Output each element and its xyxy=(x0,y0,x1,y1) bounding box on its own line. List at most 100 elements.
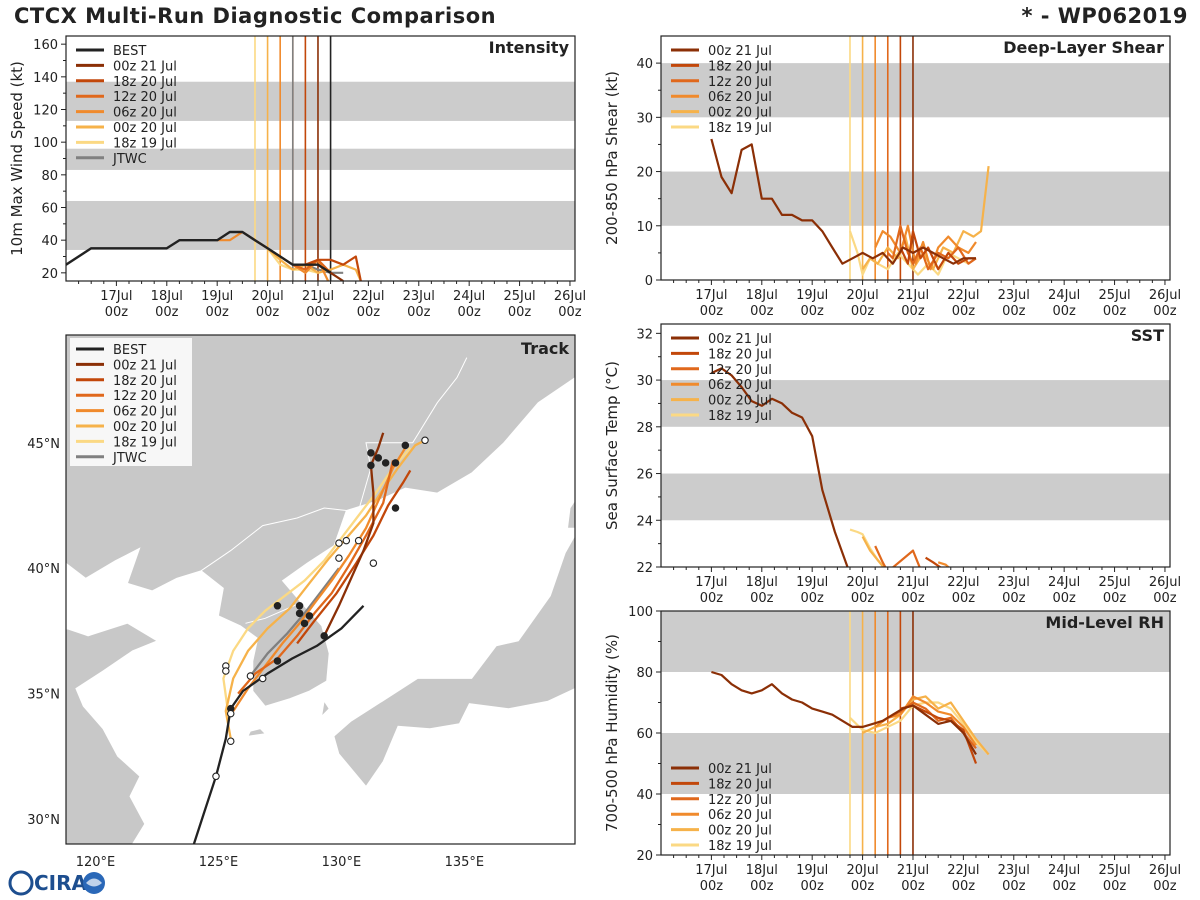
rh-legend-label: 00z 20 Jul xyxy=(708,824,772,839)
track-xtick-label: 125°E xyxy=(199,855,239,870)
track-border-0 xyxy=(200,507,347,572)
rh-xtick-sub: 00z xyxy=(1153,879,1177,894)
sst-xtick-label: 20Jul xyxy=(846,575,878,590)
rh-xtick-label: 23Jul xyxy=(998,863,1030,878)
intensity-xtick-sub: 00z xyxy=(105,305,129,320)
rh-legend-label: 18z 19 Jul xyxy=(708,839,772,854)
intensity-xtick-label: 25Jul xyxy=(503,289,535,304)
rh-series-00z-20-jul xyxy=(862,695,990,756)
intensity-series-best xyxy=(66,230,332,274)
track-marker-00z-20-jul xyxy=(421,436,429,445)
intensity-legend-label: 00z 20 Jul xyxy=(113,121,177,136)
rh-xtick-sub: 00z xyxy=(851,879,875,894)
track-marker-18z-19-jul xyxy=(367,449,375,457)
track-marker-12z-20-jul xyxy=(273,657,282,665)
shear-band-0 xyxy=(661,171,1170,226)
intensity-xtick-sub: 00z xyxy=(407,305,431,320)
intensity-title: Intensity xyxy=(489,38,570,57)
shear-xtick-sub: 00z xyxy=(952,304,976,319)
intensity-ytick-label: 60 xyxy=(41,202,58,217)
rh-xtick-sub: 00z xyxy=(700,879,724,894)
shear-legend-label: 12z 20 Jul xyxy=(708,75,772,90)
rh-panel: 2040608010017Jul00z18Jul00z19Jul00z20Jul… xyxy=(603,605,1181,894)
shear-ytick-label: 40 xyxy=(636,57,653,72)
shear-series-18z-20-jul xyxy=(899,230,976,271)
sst-xtick-label: 19Jul xyxy=(796,575,828,590)
sst-xtick-sub: 00z xyxy=(901,591,925,606)
sst-xtick-label: 25Jul xyxy=(1098,575,1130,590)
rh-band-1 xyxy=(661,611,1170,672)
rh-legend-label: 00z 21 Jul xyxy=(708,762,772,777)
sst-legend-label: 18z 19 Jul xyxy=(708,409,772,424)
intensity-xtick-sub: 00z xyxy=(155,305,179,320)
rh-xtick-label: 17Jul xyxy=(695,863,727,878)
sst-series-12z-20-jul xyxy=(874,545,921,567)
sst-xtick-sub: 00z xyxy=(1103,591,1127,606)
intensity-ytick-label: 120 xyxy=(33,104,58,119)
sst-legend-label: 00z 21 Jul xyxy=(708,332,772,347)
track-ytick-label: 40°N xyxy=(27,562,60,577)
rh-legend-label: 06z 20 Jul xyxy=(708,808,772,823)
sst-ytick-label: 28 xyxy=(636,421,653,436)
intensity-ytick-label: 140 xyxy=(33,71,58,86)
rh-band-0 xyxy=(661,733,1170,794)
intensity-xtick-sub: 00z xyxy=(508,305,532,320)
sst-legend-label: 06z 20 Jul xyxy=(708,378,772,393)
track-ytick-label: 45°N xyxy=(27,437,60,452)
track-legend-bg xyxy=(70,338,192,466)
sst-xtick-label: 23Jul xyxy=(998,575,1030,590)
rh-xtick-label: 20Jul xyxy=(846,863,878,878)
track-frame xyxy=(65,334,576,845)
rh-xtick-sub: 00z xyxy=(1103,879,1127,894)
sst-band-1 xyxy=(661,380,1170,427)
track-marker-18z-19-jul xyxy=(342,536,351,545)
track-land-2 xyxy=(333,535,575,787)
track-land-1 xyxy=(66,622,158,844)
intensity-legend-label: 06z 20 Jul xyxy=(113,106,177,121)
intensity-xtick-label: 18Jul xyxy=(151,289,183,304)
track-legend-label: JTWC xyxy=(112,451,147,466)
track-legend-label: 06z 20 Jul xyxy=(113,405,177,420)
shear-panel: 01020304017Jul00z18Jul00z19Jul00z20Jul00… xyxy=(603,35,1181,319)
shear-ytick-label: 0 xyxy=(645,274,653,289)
shear-xtick-sub: 00z xyxy=(1052,304,1076,319)
track-marker-18z-19-jul xyxy=(222,667,230,675)
shear-xtick-sub: 00z xyxy=(1103,304,1127,319)
sst-xtick-sub: 00z xyxy=(700,591,724,606)
shear-xtick-sub: 00z xyxy=(1153,304,1177,319)
intensity-xtick-sub: 00z xyxy=(256,305,280,320)
rh-xtick-sub: 00z xyxy=(901,879,925,894)
sst-legend-label: 00z 20 Jul xyxy=(708,394,772,409)
track-marker-best xyxy=(320,632,328,640)
rh-plot-area xyxy=(661,611,1170,855)
track-land-0 xyxy=(66,335,575,707)
track-marker-00z-21-jul xyxy=(369,559,378,567)
shear-ytick-label: 20 xyxy=(636,166,653,181)
intensity-legend-label: 00z 21 Jul xyxy=(113,59,177,74)
track-marker-jtwc xyxy=(300,619,309,628)
track-land-4 xyxy=(247,728,267,737)
sst-legend-label: 12z 20 Jul xyxy=(708,363,772,378)
intensity-legend-label: 18z 19 Jul xyxy=(113,136,177,151)
shear-ytick-label: 10 xyxy=(636,220,653,235)
shear-legend-label: 18z 20 Jul xyxy=(708,59,772,74)
sst-xtick-sub: 00z xyxy=(1052,591,1076,606)
intensity-xtick-label: 19Jul xyxy=(201,289,233,304)
track-series-00z-20-jul xyxy=(224,439,426,739)
intensity-ytick-label: 20 xyxy=(41,267,58,282)
shear-legend-label: 06z 20 Jul xyxy=(708,90,772,105)
sst-ylabel: Sea Surface Temp (°C) xyxy=(603,361,621,530)
shear-xtick-label: 21Jul xyxy=(897,288,929,303)
rh-xtick-sub: 00z xyxy=(1002,879,1026,894)
shear-xtick-label: 23Jul xyxy=(998,288,1030,303)
track-series-best xyxy=(192,604,365,844)
sst-xtick-sub: 00z xyxy=(851,591,875,606)
intensity-band-0 xyxy=(66,200,575,250)
rh-xtick-sub: 00z xyxy=(952,879,976,894)
intensity-xtick-sub: 00z xyxy=(206,305,230,320)
intensity-xtick-sub: 00z xyxy=(457,305,481,320)
sst-series-06z-20-jul xyxy=(937,561,950,567)
intensity-series-18z-20-jul xyxy=(305,255,362,281)
